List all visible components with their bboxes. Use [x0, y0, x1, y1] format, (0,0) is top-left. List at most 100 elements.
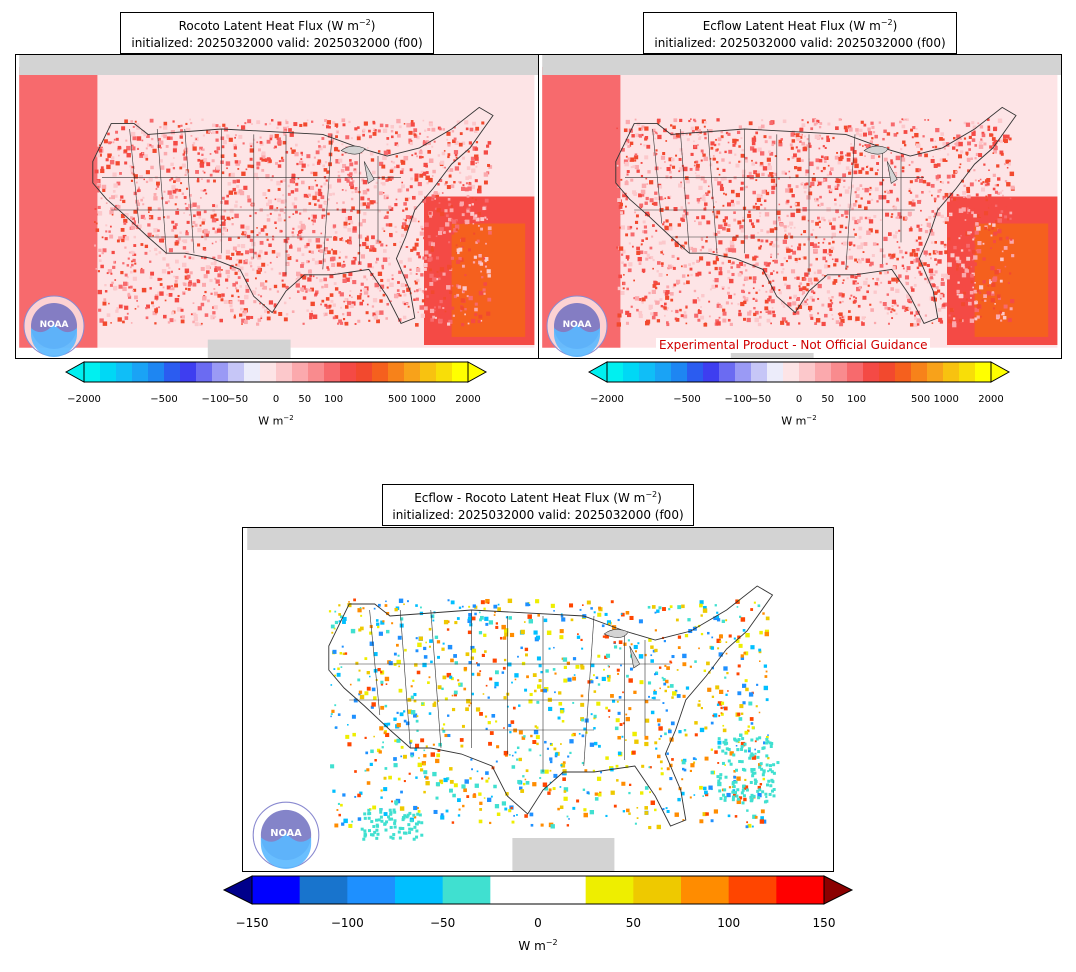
colorbar-tick-label: −50 — [227, 394, 249, 405]
colorbar-bin — [452, 362, 469, 382]
colorbar-bin — [943, 362, 960, 382]
colorbar-bin — [959, 362, 976, 382]
colorbar-bin — [735, 362, 752, 382]
rocoto-map — [15, 54, 539, 359]
colorbar-bin — [728, 876, 777, 904]
colorbar-bin — [442, 876, 491, 904]
colorbar-tick-label: 500 — [911, 394, 931, 405]
colorbar-bin — [228, 362, 245, 382]
colorbar-bin — [681, 876, 730, 904]
colorbar-bin — [116, 362, 133, 382]
colorbar-bin — [815, 362, 832, 382]
noaa-logo-rocoto: NOAA — [16, 294, 92, 362]
colorbar-tick-label: 2000 — [978, 394, 1004, 405]
experimental-banner: Experimental Product - Not Official Guid… — [656, 338, 931, 353]
colorbar-bin — [164, 362, 181, 382]
colorbar-tick-label: −150 — [235, 916, 269, 930]
colorbar-bin — [420, 362, 437, 382]
difference-map — [242, 527, 834, 872]
colorbar-bin — [879, 362, 896, 382]
difference-colorbar-unit: W m−2 — [518, 938, 558, 953]
colorbar-tick-label: −100 — [724, 394, 752, 405]
colorbar-bin — [356, 362, 373, 382]
colorbar-bin — [975, 362, 992, 382]
colorbar-bin — [623, 362, 640, 382]
colorbar-tick-label: 0 — [272, 394, 280, 405]
colorbar-tick-label: 0 — [534, 916, 542, 930]
colorbar-tick-label: 100 — [847, 394, 867, 405]
colorbar-bin — [863, 362, 880, 382]
colorbar-bin — [703, 362, 720, 382]
colorbar-bin — [84, 362, 101, 382]
colorbar-bin — [538, 876, 587, 904]
colorbar-bin — [196, 362, 213, 382]
colorbar-bin — [585, 876, 634, 904]
rocoto-title: Rocoto Latent Heat Flux (W m−2) initiali… — [120, 12, 434, 54]
colorbar-tick-label: 2000 — [455, 394, 481, 405]
colorbar-bin — [324, 362, 341, 382]
colorbar-bin — [751, 362, 768, 382]
colorbar-bin — [687, 362, 704, 382]
noaa-logo-icon: NOAA — [546, 295, 608, 357]
colorbar-bin — [633, 876, 682, 904]
colorbar-bin — [180, 362, 197, 382]
colorbar-tick-label: −2000 — [67, 394, 101, 405]
colorbar-bin — [436, 362, 453, 382]
ecflow-map — [538, 54, 1062, 359]
colorbar-bin — [212, 362, 229, 382]
colorbar-bin — [148, 362, 165, 382]
difference-title: Ecflow - Rocoto Latent Heat Flux (W m−2)… — [382, 484, 694, 526]
colorbar-bin — [895, 362, 912, 382]
colorbar-tick-label: 50 — [625, 916, 641, 930]
colorbar-bin — [244, 362, 261, 382]
svg-text:NOAA: NOAA — [40, 320, 69, 330]
colorbar-bin — [490, 876, 539, 904]
colorbar-bin — [655, 362, 672, 382]
colorbar-tick-label: −100 — [201, 394, 229, 405]
colorbar-tick-label: −500 — [150, 394, 178, 405]
colorbar-tick-label: −500 — [673, 394, 701, 405]
colorbar-bin — [671, 362, 688, 382]
colorbar-bin — [372, 362, 389, 382]
colorbar-bin — [831, 362, 848, 382]
colorbar-bin — [340, 362, 357, 382]
noaa-logo-icon: NOAA — [23, 295, 85, 357]
svg-text:NOAA: NOAA — [563, 320, 592, 330]
colorbar-tick-label: 0 — [795, 394, 803, 405]
colorbar-bin — [404, 362, 421, 382]
colorbar-bin — [767, 362, 784, 382]
colorbar-bin — [299, 876, 348, 904]
colorbar-tick-label: 50 — [821, 394, 835, 405]
colorbar-bin — [252, 876, 301, 904]
colorbar-bin — [607, 362, 624, 382]
colorbar-tick-label: −2000 — [590, 394, 624, 405]
colorbar-bin — [276, 362, 293, 382]
difference-colorbar — [222, 875, 854, 905]
colorbar-tick-label: −50 — [429, 916, 456, 930]
rocoto-colorbar-unit: W m−2 — [258, 414, 294, 428]
colorbar-bin — [847, 362, 864, 382]
colorbar-tick-label: 150 — [812, 916, 836, 930]
colorbar-max-extension — [990, 361, 1011, 383]
colorbar-bin — [776, 876, 825, 904]
ecflow-colorbar — [587, 361, 1011, 383]
colorbar-bin — [395, 876, 444, 904]
colorbar-bin — [639, 362, 656, 382]
colorbar-bin — [719, 362, 736, 382]
colorbar-min-extension — [64, 361, 85, 383]
ecflow-colorbar-unit: W m−2 — [781, 414, 817, 428]
colorbar-tick-label: 500 — [388, 394, 408, 405]
colorbar-tick-label: 100 — [717, 916, 741, 930]
colorbar-bin — [308, 362, 325, 382]
colorbar-tick-label: 1000 — [410, 394, 436, 405]
noaa-logo-ecflow: NOAA — [539, 294, 615, 362]
colorbar-bin — [292, 362, 309, 382]
colorbar-min-extension — [587, 361, 608, 383]
noaa-logo-icon: NOAA — [252, 801, 320, 869]
colorbar-bin — [132, 362, 149, 382]
noaa-logo-difference: NOAA — [244, 800, 328, 874]
colorbar-tick-label: 50 — [298, 394, 312, 405]
colorbar-tick-label: −50 — [750, 394, 772, 405]
colorbar-bin — [927, 362, 944, 382]
colorbar-max-extension — [823, 875, 854, 905]
